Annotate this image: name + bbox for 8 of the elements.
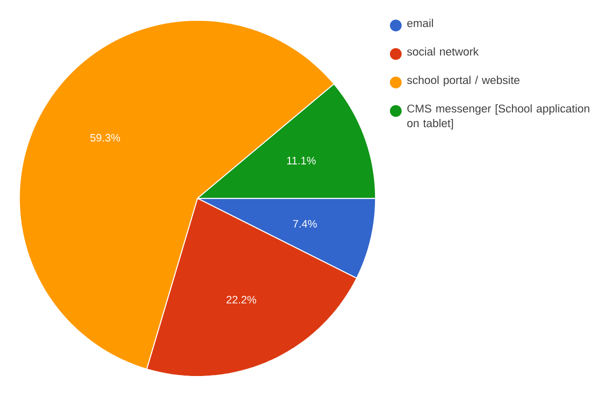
legend-label: CMS messenger [School application on tablet]: [407, 104, 590, 130]
data-label: 22.2%: [226, 296, 256, 304]
legend-label: school portal / website: [407, 76, 520, 86]
legend-label: social network: [407, 47, 479, 56]
data-label: 11.1%: [287, 157, 316, 165]
data-label: 7.4%: [293, 220, 317, 228]
data-label: 59.3%: [90, 134, 120, 142]
legend-label: email: [407, 18, 433, 28]
